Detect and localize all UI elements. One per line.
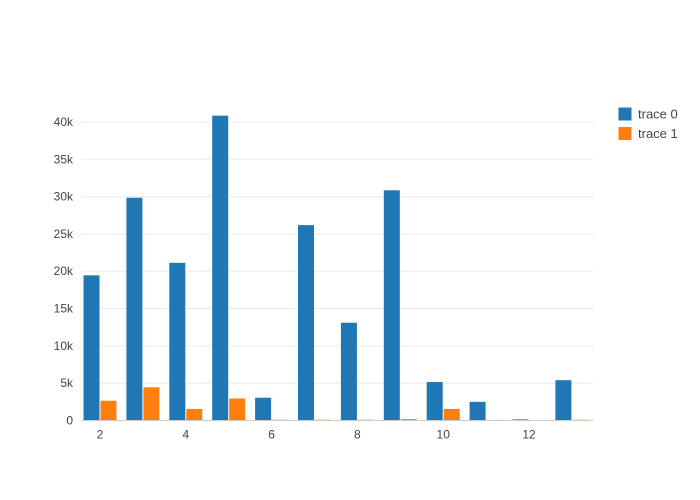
svg-text:4: 4 bbox=[182, 428, 189, 442]
svg-text:25k: 25k bbox=[54, 227, 74, 241]
svg-text:0: 0 bbox=[66, 414, 73, 428]
svg-text:10: 10 bbox=[437, 428, 451, 442]
svg-text:20k: 20k bbox=[54, 264, 74, 278]
svg-text:12: 12 bbox=[522, 428, 536, 442]
svg-text:trace 0: trace 0 bbox=[638, 107, 678, 122]
svg-text:15k: 15k bbox=[54, 302, 74, 316]
svg-text:trace 1: trace 1 bbox=[638, 126, 678, 141]
svg-text:10k: 10k bbox=[54, 339, 74, 353]
svg-text:35k: 35k bbox=[54, 152, 74, 166]
svg-text:6: 6 bbox=[268, 428, 275, 442]
svg-text:30k: 30k bbox=[54, 190, 74, 204]
svg-text:40k: 40k bbox=[54, 115, 74, 129]
svg-text:5k: 5k bbox=[60, 376, 74, 390]
svg-text:8: 8 bbox=[354, 428, 361, 442]
svg-text:2: 2 bbox=[97, 428, 104, 442]
